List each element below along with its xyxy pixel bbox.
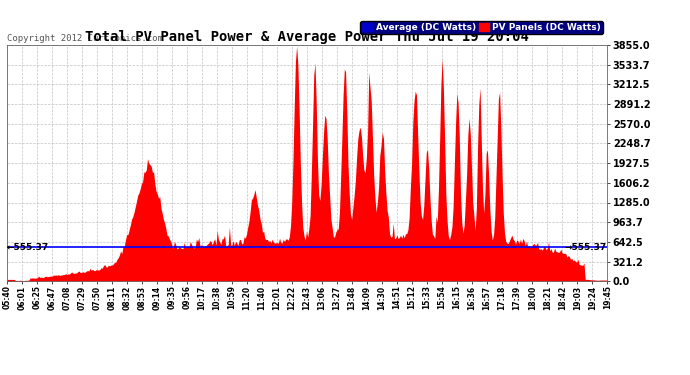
Title: Total PV Panel Power & Average Power Thu Jul 19 20:04: Total PV Panel Power & Average Power Thu… xyxy=(85,30,529,44)
Text: ←555.37: ←555.37 xyxy=(7,243,49,252)
Legend: Average (DC Watts), PV Panels (DC Watts): Average (DC Watts), PV Panels (DC Watts) xyxy=(360,21,602,34)
Text: Copyright 2012 Curtronics.com: Copyright 2012 Curtronics.com xyxy=(7,34,163,43)
Text: →555.37: →555.37 xyxy=(565,243,607,252)
